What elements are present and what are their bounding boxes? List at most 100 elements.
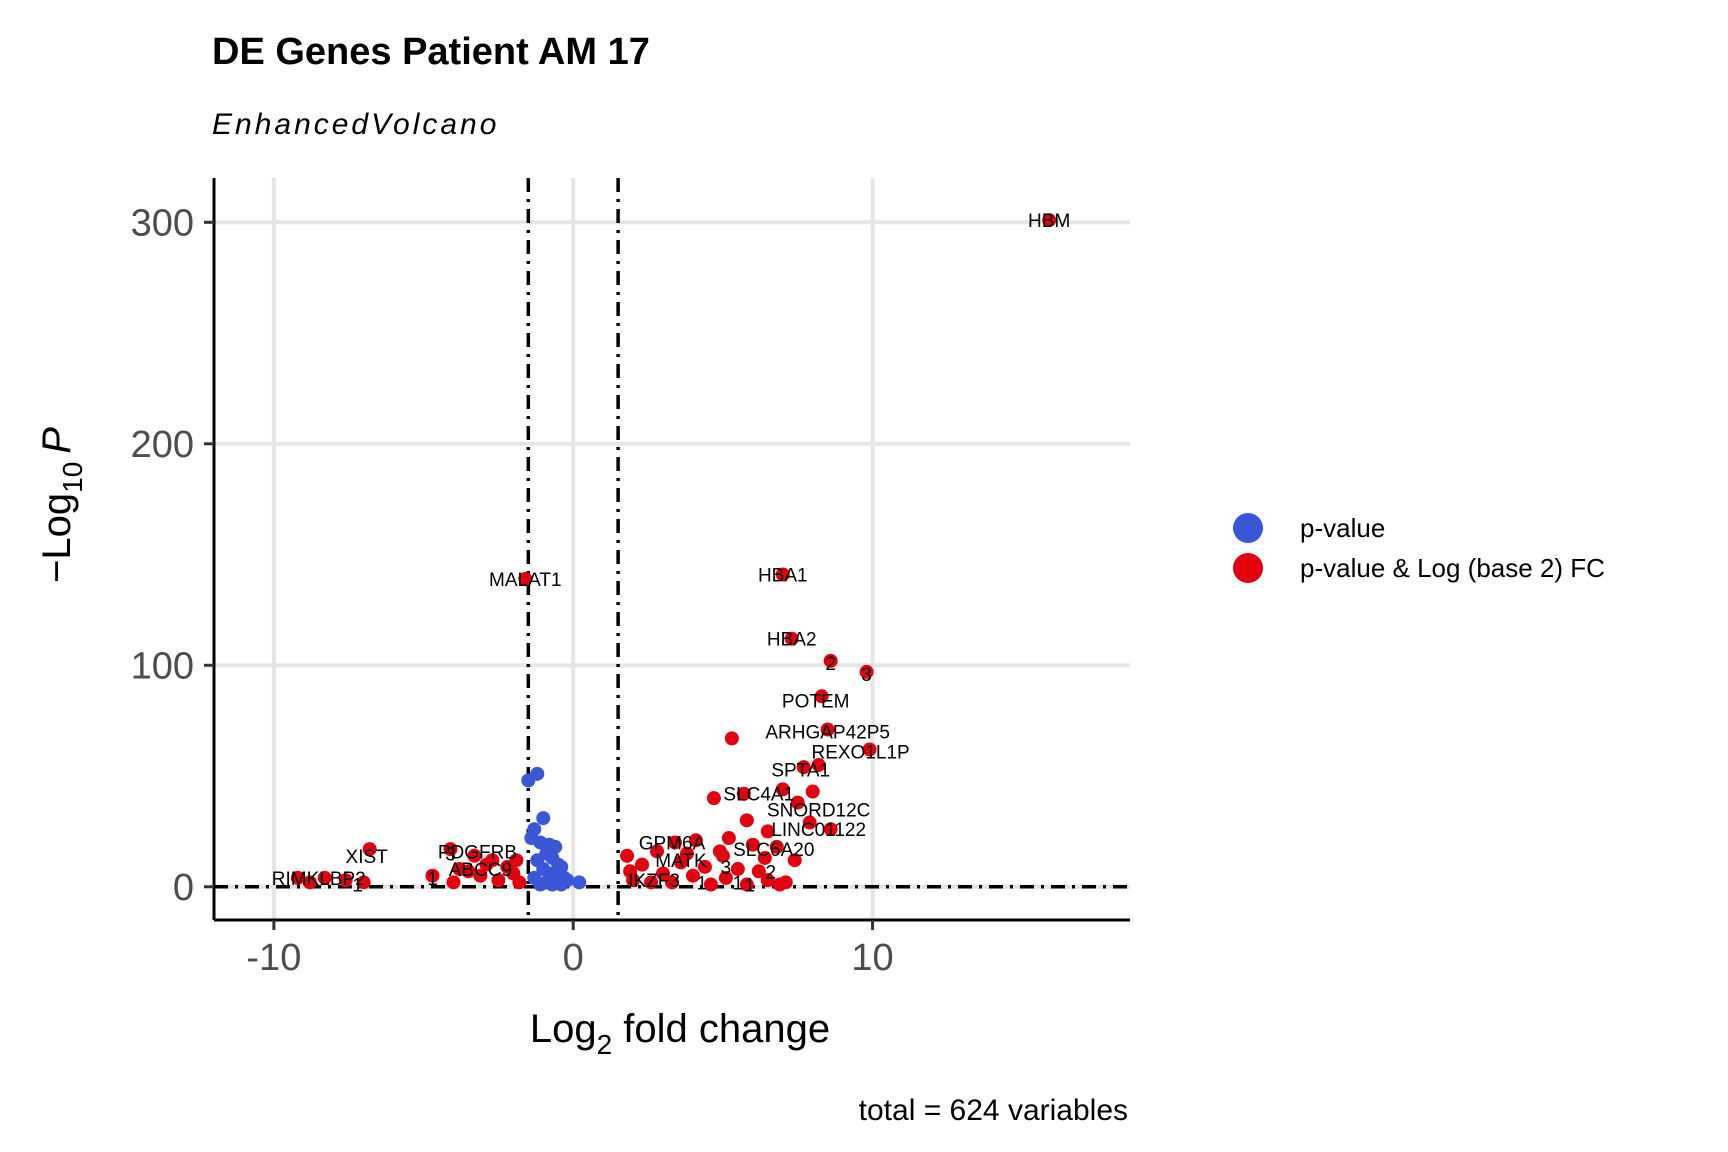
gene-label: SNORD12C — [767, 800, 870, 821]
legend-label: p-value & Log (base 2) FC — [1300, 553, 1605, 583]
data-point — [697, 859, 712, 874]
data-point — [787, 853, 802, 868]
data-point — [317, 870, 332, 885]
cutoff-lines — [214, 178, 1130, 920]
data-point — [775, 782, 790, 797]
data-point — [814, 689, 829, 704]
gene-labels: HBM MALAT1 HBA1 HBA2 2 3 POTEM ARHGAP42P5REXO1L… — [272, 211, 1071, 896]
data-point — [736, 786, 751, 801]
data-points — [290, 213, 1057, 892]
data-point — [635, 857, 650, 872]
data-point — [751, 864, 766, 879]
gene-label: LINC01122 — [771, 820, 866, 841]
data-point — [823, 653, 838, 668]
x-axis-title-main: Log — [530, 1007, 597, 1051]
data-point — [769, 839, 784, 854]
data-point — [667, 835, 682, 850]
y-axis-title: −Log10 P — [35, 427, 88, 583]
gene-label: 2 — [825, 654, 836, 675]
data-point — [479, 857, 494, 872]
y-axis-title-subscript: 10 — [57, 462, 88, 493]
gene-label: GPM6A — [639, 833, 706, 854]
x-tick-label: 10 — [851, 937, 893, 979]
data-point — [703, 877, 718, 892]
x-axis-title-rest: fold change — [612, 1007, 830, 1051]
gene-label: HBA2 — [767, 630, 817, 651]
data-point — [533, 877, 548, 892]
data-point — [650, 844, 665, 859]
gene-label: 3 — [445, 845, 456, 866]
data-point — [811, 757, 826, 772]
data-point — [760, 824, 775, 839]
data-point — [467, 848, 482, 863]
data-point — [518, 571, 533, 586]
x-axis-title-subscript: 2 — [597, 1029, 613, 1060]
y-axis-title-p: P — [35, 427, 79, 454]
data-point — [302, 875, 317, 890]
data-point — [790, 795, 805, 810]
data-point — [739, 813, 754, 828]
data-point — [688, 833, 703, 848]
legend-swatch — [1233, 513, 1263, 543]
data-point — [509, 853, 524, 868]
gene-label: SLC6A20 — [733, 840, 814, 861]
gene-label: HBM — [1028, 211, 1070, 232]
data-point — [446, 875, 461, 890]
gene-label: SPTA1 — [771, 760, 830, 781]
gene-label: ARHGAP42P5 — [765, 723, 890, 744]
gene-label: 1 — [352, 876, 363, 897]
x-axis-title: Log2 fold change — [530, 1007, 830, 1060]
data-point — [775, 567, 790, 582]
legend-label: p-value — [1300, 513, 1385, 543]
data-point — [425, 868, 440, 883]
data-point — [745, 837, 760, 852]
data-point — [443, 842, 458, 857]
chart-title: DE Genes Patient AM 17 — [212, 31, 650, 73]
gene-label: SLC4A1 — [723, 785, 794, 806]
gene-label: HBA1 — [758, 565, 808, 586]
data-point — [572, 875, 587, 890]
data-point — [820, 722, 835, 737]
data-point — [665, 875, 679, 890]
data-point — [772, 877, 787, 892]
chart-subtitle: EnhancedVolcano — [212, 108, 499, 141]
data-point — [760, 873, 775, 888]
data-point — [362, 842, 377, 857]
data-point — [685, 868, 700, 883]
gene-label: RIMKLBP2 — [272, 869, 366, 890]
gene-label: REXO1L1P — [811, 743, 909, 764]
x-tick-label: 0 — [563, 937, 584, 979]
gene-label: 1 — [697, 873, 708, 894]
data-point — [784, 631, 799, 646]
data-point — [706, 791, 721, 806]
gene-label: 1 — [733, 873, 744, 894]
data-point — [721, 831, 736, 846]
gene-label: 2 — [765, 862, 776, 883]
gene-label: PDGFRB — [438, 842, 517, 863]
data-point — [554, 877, 569, 892]
data-point — [712, 844, 727, 859]
data-point — [620, 848, 635, 863]
gene-label: POTEM — [782, 692, 850, 713]
data-point — [473, 868, 488, 883]
data-point — [356, 875, 371, 890]
data-point — [823, 822, 838, 837]
data-point — [536, 811, 551, 826]
data-point — [644, 875, 659, 890]
x-tick-label: -10 — [246, 937, 301, 979]
y-tick-label: 100 — [131, 645, 194, 687]
data-point — [673, 855, 688, 870]
data-point — [656, 866, 671, 881]
gene-label: 3 — [861, 665, 872, 686]
data-point — [491, 873, 506, 888]
gene-label: 3 — [721, 858, 732, 879]
data-point — [1042, 213, 1057, 228]
data-point — [724, 731, 739, 746]
caption: total = 624 variables — [859, 1094, 1128, 1127]
gene-label: MATK — [655, 851, 707, 872]
axes — [212, 178, 1130, 922]
data-point — [862, 742, 877, 757]
gene-label: IKZF3 — [628, 871, 680, 892]
data-point — [461, 864, 476, 879]
